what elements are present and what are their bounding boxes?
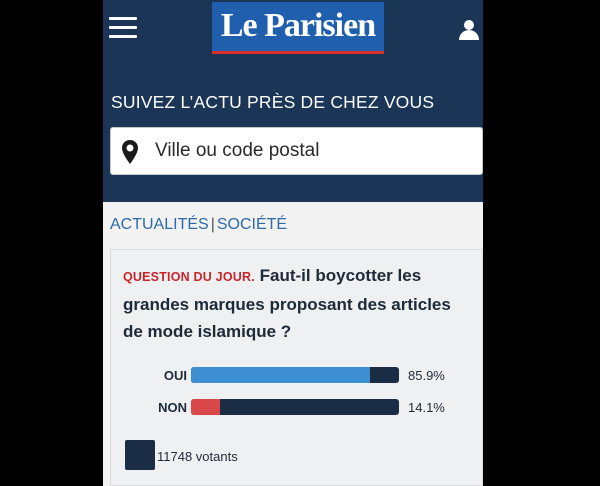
poll-question: QUESTION DU JOUR. Faut-il boycotter les … <box>123 262 473 345</box>
poll-bar-fill-oui <box>191 367 370 383</box>
poll-question-text: Faut-il boycotter les grandes marques pr… <box>123 266 451 341</box>
voters-icon <box>125 440 155 470</box>
breadcrumb-separator: | <box>210 216 215 233</box>
poll-option-label-oui: OUI <box>163 368 187 383</box>
poll-percent-oui: 85.9% <box>408 368 445 383</box>
breadcrumb-actualites[interactable]: ACTUALITÉS <box>110 216 209 233</box>
location-pin-icon <box>122 140 138 164</box>
location-search-input[interactable] <box>155 134 475 168</box>
poll-percent-non: 14.1% <box>408 400 445 415</box>
poll-bar-non[interactable] <box>191 399 399 415</box>
poll-option-label-non: NON <box>158 400 187 415</box>
site-logo[interactable]: Le Parisien <box>212 2 384 54</box>
poll-label: QUESTION DU JOUR. <box>123 270 255 284</box>
local-news-tagline: SUIVEZ L’ACTU PRÈS DE CHEZ VOUS <box>111 92 435 112</box>
top-bar: Le Parisien <box>103 0 483 60</box>
breadcrumb: ACTUALITÉS | SOCIÉTÉ <box>110 216 287 234</box>
mobile-page: Le Parisien SUIVEZ L’ACTU PRÈS DE CHEZ V… <box>103 0 483 486</box>
poll-card: QUESTION DU JOUR. Faut-il boycotter les … <box>110 249 483 486</box>
breadcrumb-societe[interactable]: SOCIÉTÉ <box>216 216 288 233</box>
poll-bar-fill-non <box>191 399 221 415</box>
voters-count: 11748 votants <box>157 449 238 464</box>
location-search-box[interactable] <box>110 127 483 175</box>
poll-bar-oui[interactable] <box>191 367 399 383</box>
user-icon[interactable] <box>458 20 480 42</box>
hamburger-icon[interactable] <box>109 17 137 39</box>
logo-text: Le Parisien <box>220 7 376 44</box>
